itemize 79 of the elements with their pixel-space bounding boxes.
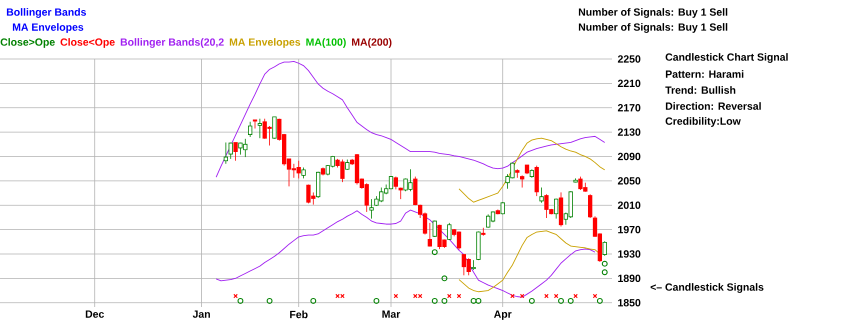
candlestick [252,120,258,129]
candlestick [394,176,398,190]
x-tick-label: Feb [290,310,308,318]
candlestick [432,220,437,238]
text: Pattern: Harami [666,70,744,78]
candlestick [428,222,432,248]
candlestick [602,240,607,256]
point [568,298,574,304]
y-tick-label: 2130 [618,128,640,136]
text: MA Envelopes [12,23,84,33]
point [233,294,238,298]
point [596,298,603,304]
x-tick-label: Dec [86,310,104,318]
x-tick-label: Apr [494,310,512,320]
point [441,275,448,282]
x-tick-label: Mar [382,310,400,318]
candlestick [301,167,306,179]
text: Credibility:Low [666,117,741,127]
point [602,269,608,276]
candlestick [248,121,252,138]
point [373,298,380,304]
candlestick [345,159,350,170]
point [554,294,558,298]
candlestick [539,187,544,204]
y-tick-label: 1970 [618,226,640,234]
y-tick-label: 1850 [618,299,640,306]
x-tick-label: Jan [192,310,210,318]
y-tick-label: 2250 [618,55,640,63]
point [310,298,316,304]
legend-label: MA(200) [352,38,392,48]
candlestick [588,194,592,218]
y-tick-label: 2010 [618,202,640,209]
candlestick [447,222,452,240]
point [447,294,452,298]
point [592,294,598,298]
point [520,294,524,298]
point [456,294,462,298]
legend-label: MA(100) [306,38,346,48]
y-tick-label: 1890 [618,274,640,282]
text: Close<Ope [60,38,115,48]
text: Candlestick Chart Signal [666,53,788,63]
text: Number of Signals: Buy 1 Sell [578,23,728,33]
candlestick [554,198,558,220]
y-tick-label: 2210 [618,80,640,88]
y-tick-label: 2170 [618,104,640,112]
candlestick [224,142,228,164]
point [441,298,448,304]
text: Bollinger Bands(20,2 [120,38,224,48]
point [544,294,549,298]
candlestick [369,198,374,220]
point [432,298,438,304]
candlestick [272,116,277,140]
candlestick [471,260,476,270]
text: <– Candlestick Signals [650,283,764,293]
point [432,249,438,256]
text: Bollinger Bands [6,8,86,18]
candlestick [258,118,262,139]
y-tick-label: 2050 [618,177,640,185]
point [573,294,578,298]
text: MA Envelopes [230,38,300,48]
point [510,294,515,298]
candlestick [520,174,524,188]
point [237,298,244,304]
text: Trend: Bullish [665,86,736,94]
text: Direction: Reversal [666,102,761,110]
point [266,298,273,304]
point [394,294,398,298]
point [558,298,564,304]
point [602,260,608,267]
y-tick-label: 1930 [618,250,640,258]
text: Number of Signals: Buy 1 Sell [578,8,728,18]
point [528,298,535,304]
text: Close>Ope [0,38,55,48]
candlestick [228,142,233,160]
candlestick [398,187,403,200]
candlestick [500,202,505,215]
candlestick [524,164,530,175]
y-tick-label: 2090 [618,152,640,160]
candlestick [233,142,238,162]
